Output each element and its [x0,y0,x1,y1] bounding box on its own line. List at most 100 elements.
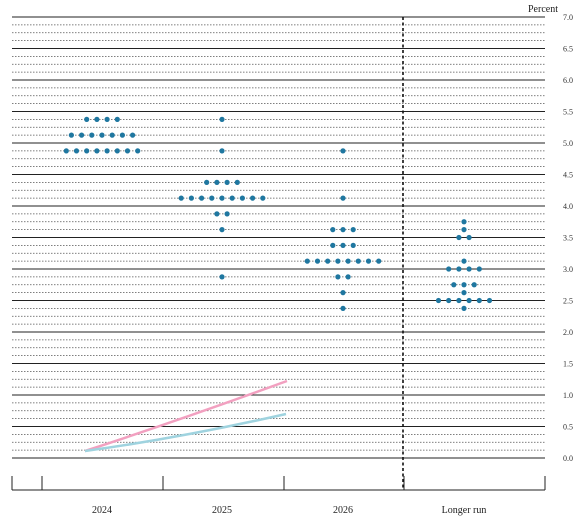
projection-dot [466,234,472,241]
projection-dot [304,258,310,264]
x-category-label: Longer run [442,505,487,516]
projection-dot [250,195,256,201]
projection-dot [135,148,141,154]
projection-dot [461,219,467,225]
unit-label: Percent [528,4,558,15]
x-category-label: 2024 [92,505,112,516]
projection-dot [350,227,356,233]
projection-dot [456,297,462,304]
y-axis-tick-labels: 0.0 0.5 1.0 1.5 2.0 2.5 3.0 3.5 4.0 4.5 5.0 5.5 6.0 6… [563,13,573,463]
projection-dot [340,242,346,248]
projection-dot [340,195,346,201]
y-tick-label: 4.5 [563,171,573,180]
projection-dot [214,179,220,185]
projection-dots [63,116,493,311]
x-category-label: 2026 [333,505,353,516]
projection-dot [471,282,477,288]
y-tick-label: 4.0 [563,202,573,211]
projection-dot [199,195,205,201]
projection-dot [340,227,346,233]
projection-dot [219,148,225,154]
projection-dot [104,116,110,122]
y-tick-label: 0.5 [563,423,573,432]
y-tick-label: 5.5 [563,108,573,117]
projection-dot [325,258,331,264]
projection-dot [94,116,100,122]
projection-dot [350,242,356,248]
projection-dot [355,258,361,264]
projection-dot [335,274,341,280]
y-tick-label: 2.5 [563,297,573,306]
y-tick-label: 6.0 [563,76,573,85]
projection-dot [340,305,346,311]
projection-dot [219,195,225,201]
projection-dot [376,258,382,264]
projection-dot [476,266,482,272]
projection-dot [178,195,184,201]
projection-dot [234,179,240,185]
projection-dot [461,282,467,288]
projection-dot [435,297,442,304]
projection-dot [466,266,472,272]
y-tick-label: 1.0 [563,391,573,400]
pink-decorative-line [84,379,288,453]
projection-dot [340,148,346,154]
projection-dot [461,258,467,264]
projection-dot [365,258,372,264]
projection-dot [124,148,131,154]
projection-dot [89,132,95,138]
y-tick-label: 6.5 [563,45,573,54]
projection-dot [476,297,482,304]
projection-dot [466,297,472,304]
projection-dot [119,132,125,138]
projection-dot [345,274,351,280]
projection-dot [104,148,110,154]
decorative-lines [84,379,288,453]
projection-dot [99,132,105,138]
projection-dot [340,290,346,296]
projection-dot [345,258,351,264]
projection-dot [446,297,452,304]
projection-dot [209,195,215,201]
projection-dot [219,274,225,280]
projection-dot [204,179,210,185]
projection-dot [224,179,230,185]
projection-dot [73,148,80,154]
y-tick-label: 2.0 [563,328,573,337]
projection-dot [461,227,467,233]
projection-dot [63,148,69,154]
projection-dot [109,132,115,138]
projection-dot [456,266,462,272]
projection-dot [330,242,336,248]
blue-decorative-line [84,412,287,453]
projection-dot [219,116,225,122]
y-tick-label: 5.0 [563,139,573,148]
projection-dot [94,148,100,154]
projection-dot [114,148,120,154]
projection-dot [446,266,452,272]
y-tick-label: 3.0 [563,265,573,274]
y-tick-label: 7.0 [563,13,573,22]
projection-dot [79,132,85,138]
projection-dot [456,234,462,241]
projection-dot [214,211,220,217]
projection-dot [461,305,467,311]
projection-dot [188,195,194,201]
projection-dot [224,211,230,217]
projection-dot [330,227,336,233]
gridlines [12,16,545,459]
x-axis: 2024 2025 2026 Longer run [11,17,546,516]
projection-dot [219,227,225,233]
y-tick-label: 3.5 [563,234,573,243]
projection-dot [461,290,467,296]
projection-dot [335,258,341,264]
projection-dot [486,297,493,304]
projection-dot [68,132,74,138]
projection-dot [229,195,235,201]
y-tick-label: 0.0 [563,454,573,463]
projection-dot [239,195,245,201]
projection-dot [260,195,266,201]
projection-dot [84,148,90,154]
y-tick-label: 1.5 [563,360,573,369]
projection-dot [451,282,457,288]
